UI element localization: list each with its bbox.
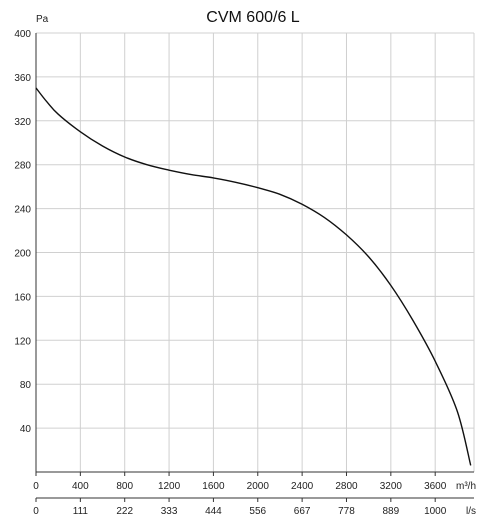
x2-tick-label: 1000 [424,506,447,517]
y-tick-label: 160 [14,292,31,303]
x-tick-label: 400 [72,481,89,492]
x-tick-label: 2400 [291,481,314,492]
x2-tick-label: 0 [33,506,39,517]
grid [36,32,475,472]
x-tick-label: 2800 [335,481,358,492]
x2-tick-label: 556 [249,506,266,517]
x-tick-label: 1200 [158,481,181,492]
x-tick-label: 3600 [424,481,447,492]
x2-tick-label: 889 [382,506,399,517]
x-tick-label: 1600 [202,481,225,492]
x2-tick-label: 778 [338,506,355,517]
x2-axis-unit: l/s [466,506,476,517]
y-tick-label: 40 [20,424,32,435]
x-tick-label: 3200 [380,481,403,492]
y-tick-label: 80 [20,380,32,391]
y-tick-label: 120 [14,336,31,347]
x2-tick-label: 111 [73,506,89,517]
y-tick-label: 240 [14,205,31,216]
y-tick-label: 360 [14,73,31,84]
series-curve-0 [35,87,472,466]
x2-tick-label: 667 [294,506,311,517]
y-axis-unit: Pa [36,14,49,25]
y-tick-label: 400 [14,29,31,40]
y-tick-label: 320 [14,117,31,128]
x2-tick-label: 222 [116,506,133,517]
axes [35,33,474,499]
x2-tick-label: 444 [205,506,222,517]
y-tick-label: 280 [14,161,31,172]
x2-tick-label: 333 [161,506,178,517]
chart-title: CVM 600/6 L [206,9,299,26]
y-tick-label: 200 [14,249,31,260]
tick-labels: 40 80 120 160 200 240 280 320 360 400 0 400 800 1200 1… [14,29,446,517]
series [35,87,472,466]
x-axis-unit: m³/h [456,481,476,492]
x-tick-label: 800 [116,481,133,492]
x-tick-label: 2000 [247,481,270,492]
x-tick-label: 0 [33,481,39,492]
